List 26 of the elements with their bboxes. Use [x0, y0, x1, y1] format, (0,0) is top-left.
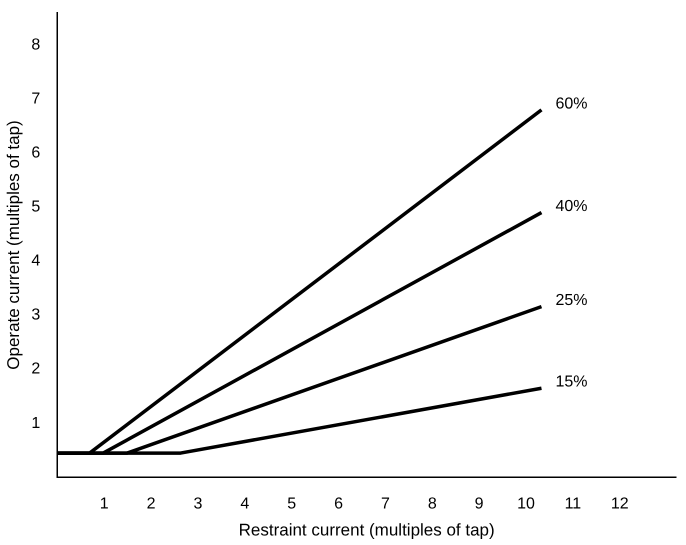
- x-tick-label: 4: [240, 495, 250, 512]
- x-tick-label: 5: [287, 495, 296, 512]
- x-tick-label: 8: [428, 495, 437, 512]
- y-tick-label: 4: [31, 252, 40, 270]
- x-tick-label: 10: [517, 495, 536, 512]
- x-tick-label: 3: [193, 495, 202, 512]
- x-tick-label: 11: [564, 495, 582, 512]
- x-tick-label: 2: [146, 495, 156, 512]
- x-tick-label: 6: [334, 495, 344, 512]
- series-label: 40%: [555, 198, 588, 215]
- series-label: 60%: [555, 95, 588, 112]
- series-label: 15%: [555, 374, 588, 391]
- y-axis-title: Operate current (multiples of tap): [4, 120, 23, 370]
- series-label: 25%: [555, 292, 588, 310]
- y-tick-label: 7: [31, 90, 40, 108]
- y-tick-label: 5: [31, 198, 40, 216]
- y-tick-label: 3: [31, 306, 40, 324]
- x-tick-label: 9: [474, 495, 484, 512]
- y-tick-label: 8: [31, 36, 40, 54]
- x-tick-label: 7: [380, 495, 390, 512]
- y-tick-label: 2: [31, 360, 40, 378]
- x-axis-title: Restraint current (multiples of tap): [238, 520, 495, 540]
- x-tick-label: 12: [610, 495, 629, 512]
- y-tick-label: 1: [31, 414, 40, 432]
- y-tick-label: 6: [31, 144, 40, 162]
- x-tick-label: 1: [100, 495, 109, 512]
